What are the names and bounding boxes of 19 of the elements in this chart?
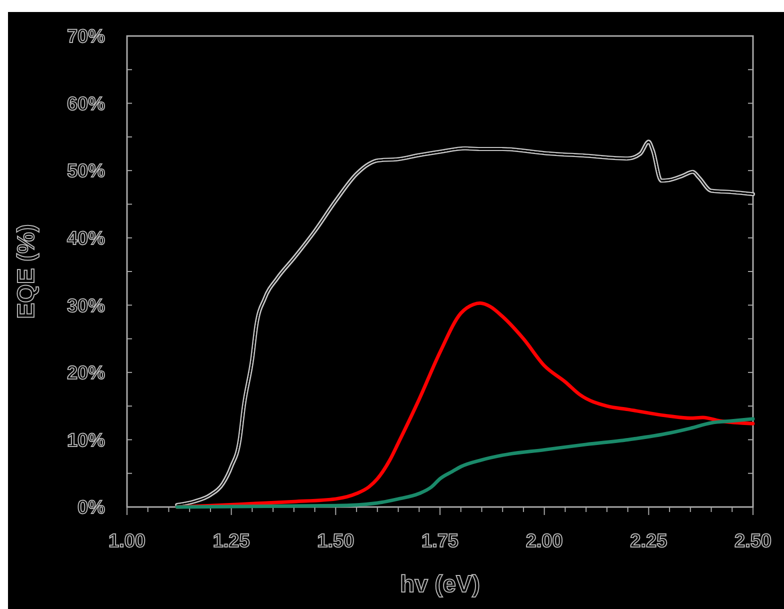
x-tick-label: 2.25	[630, 531, 668, 552]
x-tick-label: 2.50	[734, 531, 772, 552]
x-axis-title: hv (eV)	[400, 571, 480, 598]
x-tick-label: 1.50	[317, 531, 354, 552]
x-tick-label: 2.00	[526, 531, 563, 552]
y-tick-label: 0%	[78, 498, 106, 519]
y-tick-label: 10%	[66, 430, 106, 452]
y-tick-label: 40%	[66, 228, 106, 250]
y-tick-label: 20%	[66, 363, 106, 384]
y-tick-label: 50%	[66, 161, 106, 182]
line-series	[175, 417, 755, 509]
x-tick-label: 1.00	[108, 531, 146, 552]
y-tick-label: 70%	[66, 26, 106, 48]
y-tick-label: 30%	[66, 296, 106, 317]
y-axis-title: EQE (%)	[13, 224, 40, 319]
x-tick-label: 1.25	[212, 531, 250, 552]
x-tick-label: 1.75	[422, 531, 459, 552]
line-series	[175, 140, 755, 507]
y-tick-label: 60%	[66, 94, 106, 115]
